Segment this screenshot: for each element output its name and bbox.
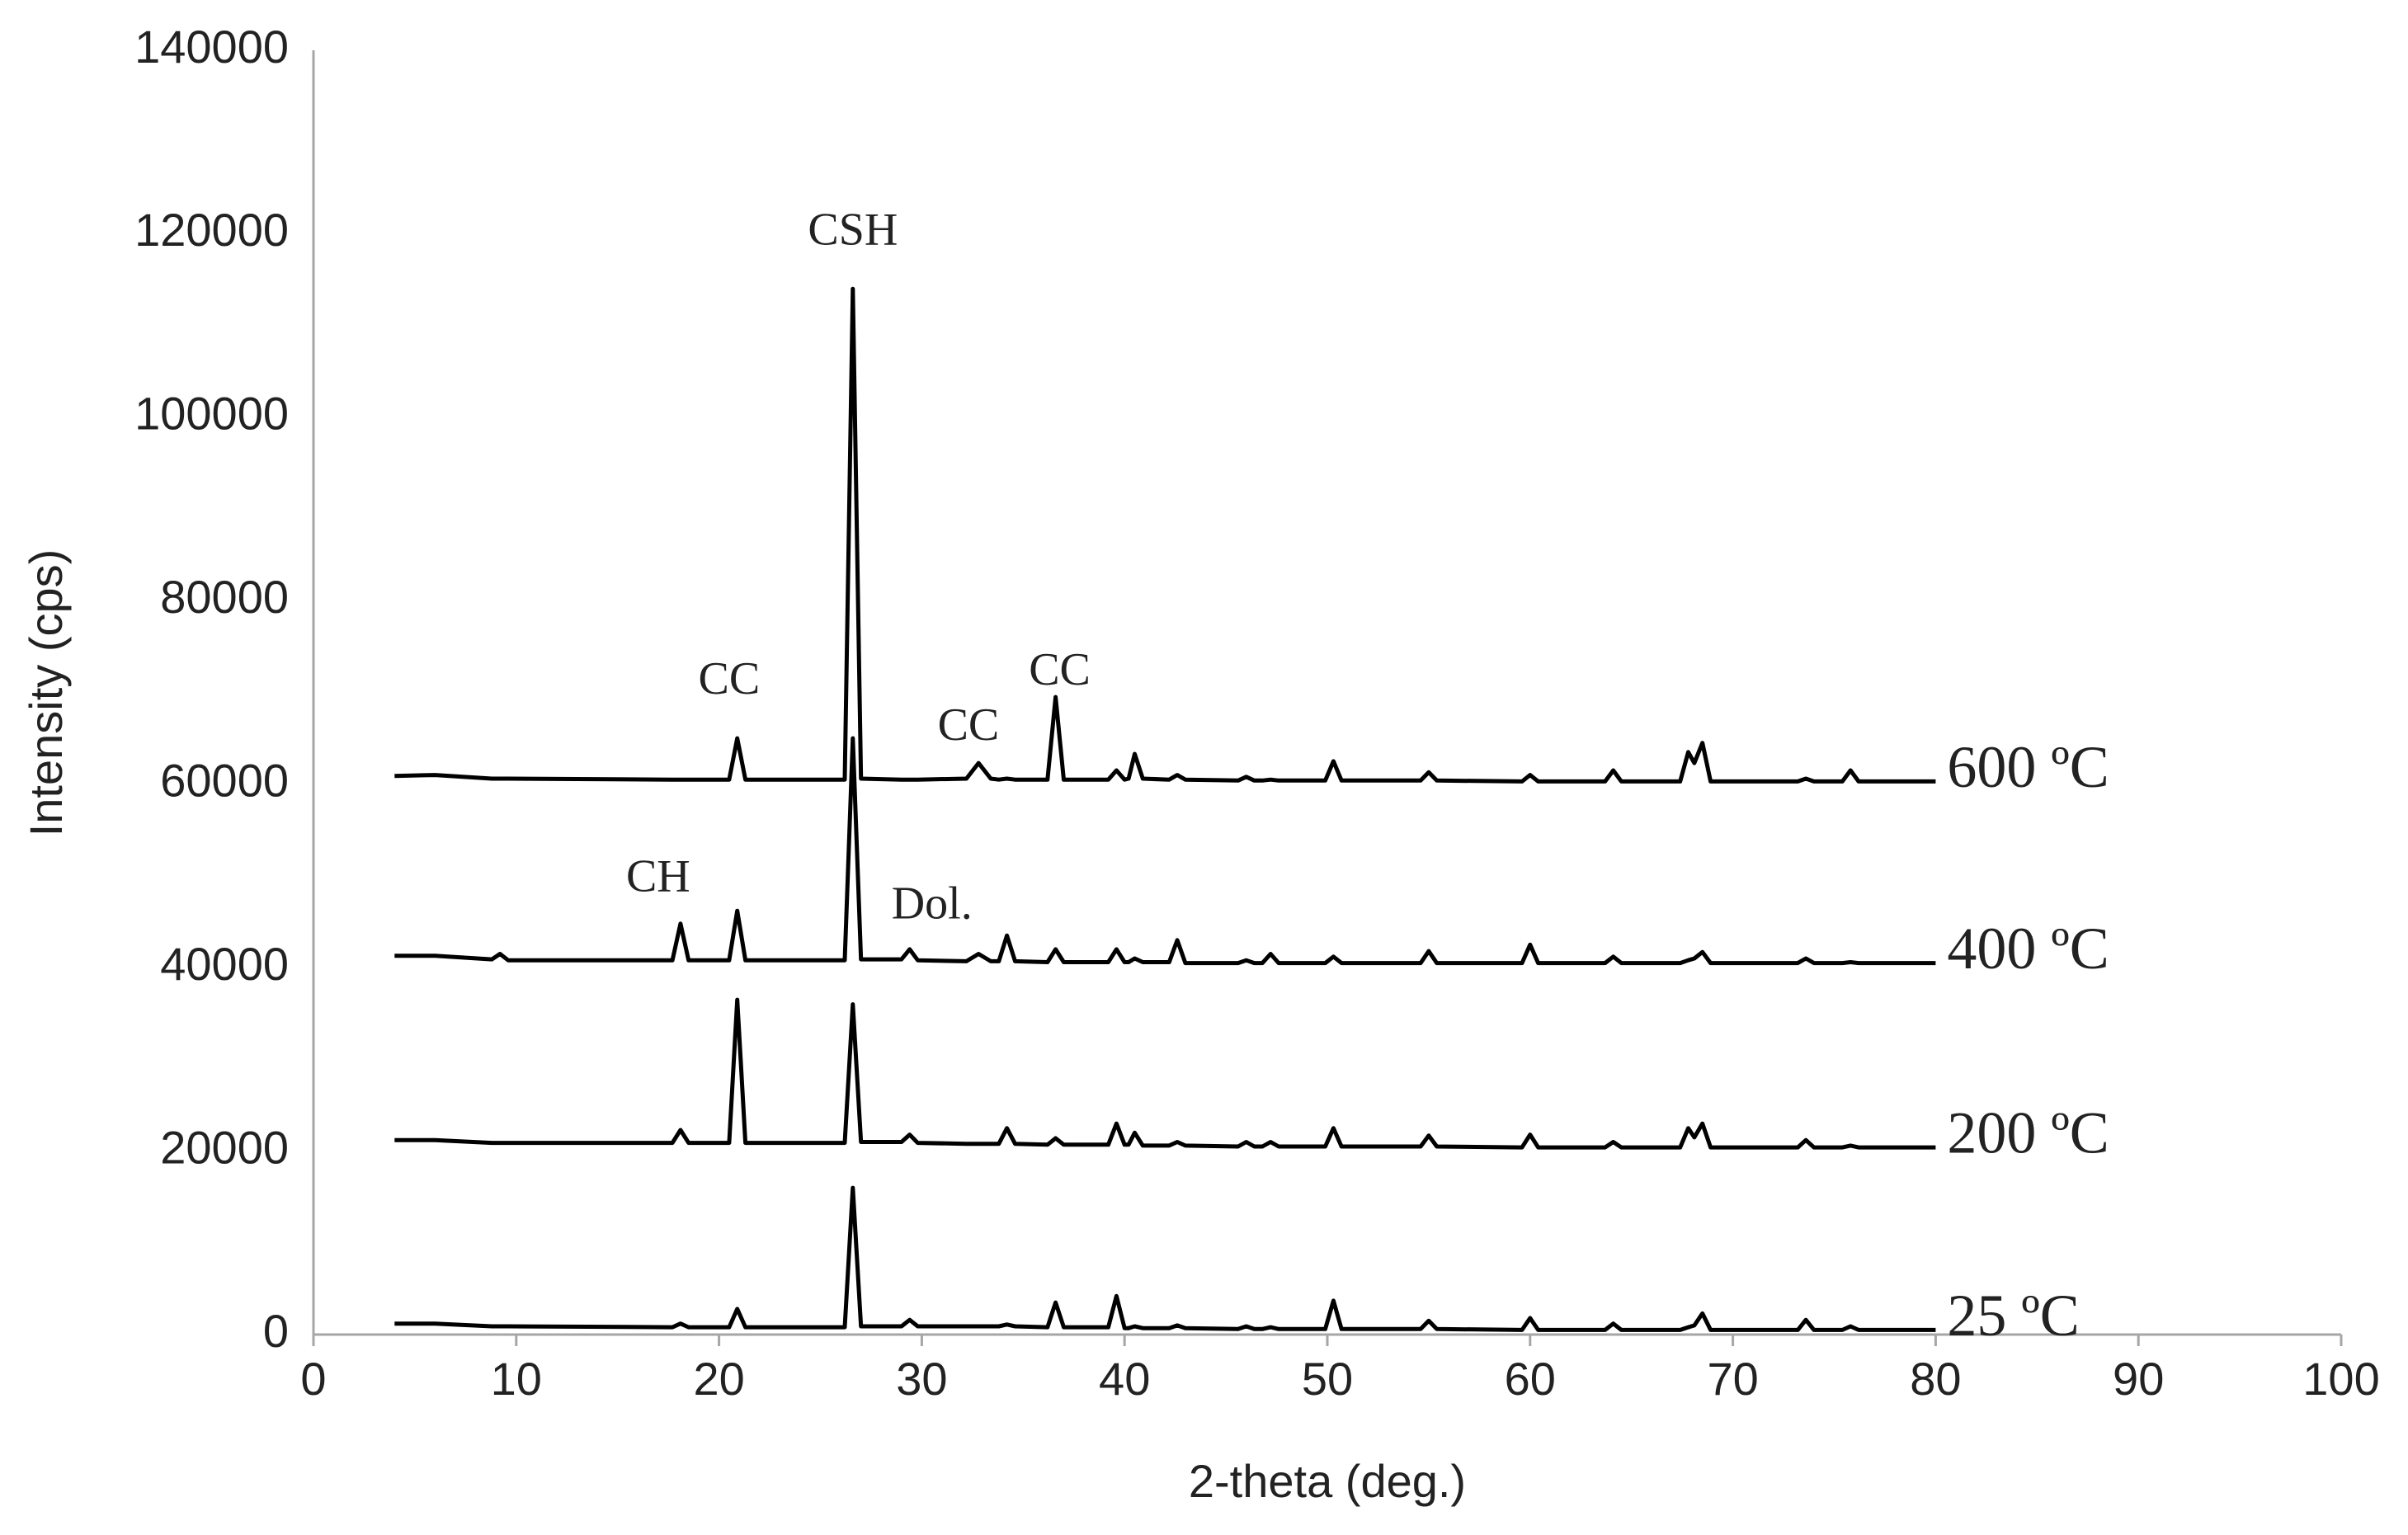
annotation: CC (699, 653, 761, 704)
annotation: CH (626, 850, 690, 902)
x-tick-label: 30 (896, 1353, 947, 1405)
x-tick-label: 50 (1302, 1353, 1353, 1405)
annotation: CC (938, 699, 1000, 751)
y-tick-label: 140000 (134, 21, 289, 73)
annotation: CSH (808, 204, 898, 255)
x-tick-label: 60 (1505, 1353, 1556, 1405)
y-tick-label: 100000 (134, 388, 289, 440)
series-line (394, 997, 1936, 1150)
series-line (394, 1185, 1936, 1332)
series-label: 200 ºC (1947, 1100, 2109, 1166)
x-tick-label: 100 (2302, 1353, 2379, 1405)
y-tick-label: 40000 (160, 938, 289, 990)
series-label: 400 ºC (1947, 916, 2109, 982)
series-line (394, 736, 1936, 966)
x-tick-label: 80 (1910, 1353, 1961, 1405)
y-tick-label: 20000 (160, 1121, 289, 1173)
x-tick-label: 0 (300, 1353, 326, 1405)
y-tick-label: 120000 (134, 204, 289, 256)
series-label: 25 ºC (1947, 1283, 2079, 1349)
y-tick-label: 60000 (160, 755, 289, 807)
series-line (394, 286, 1936, 784)
x-tick-label: 40 (1099, 1353, 1150, 1405)
x-tick-label: 20 (693, 1353, 744, 1405)
y-tick-label: 0 (263, 1305, 289, 1357)
x-tick-label: 10 (491, 1353, 542, 1405)
y-axis-title: Intensity (cps) (20, 549, 72, 837)
x-axis-title: 2-theta (deg.) (1189, 1455, 1466, 1507)
annotation: CC (1029, 644, 1091, 695)
x-tick-label: 90 (2113, 1353, 2164, 1405)
annotation: Dol. (892, 878, 973, 930)
y-tick-label: 80000 (160, 571, 289, 623)
x-tick-label: 70 (1707, 1353, 1758, 1405)
series-label: 600 ºC (1947, 734, 2109, 800)
